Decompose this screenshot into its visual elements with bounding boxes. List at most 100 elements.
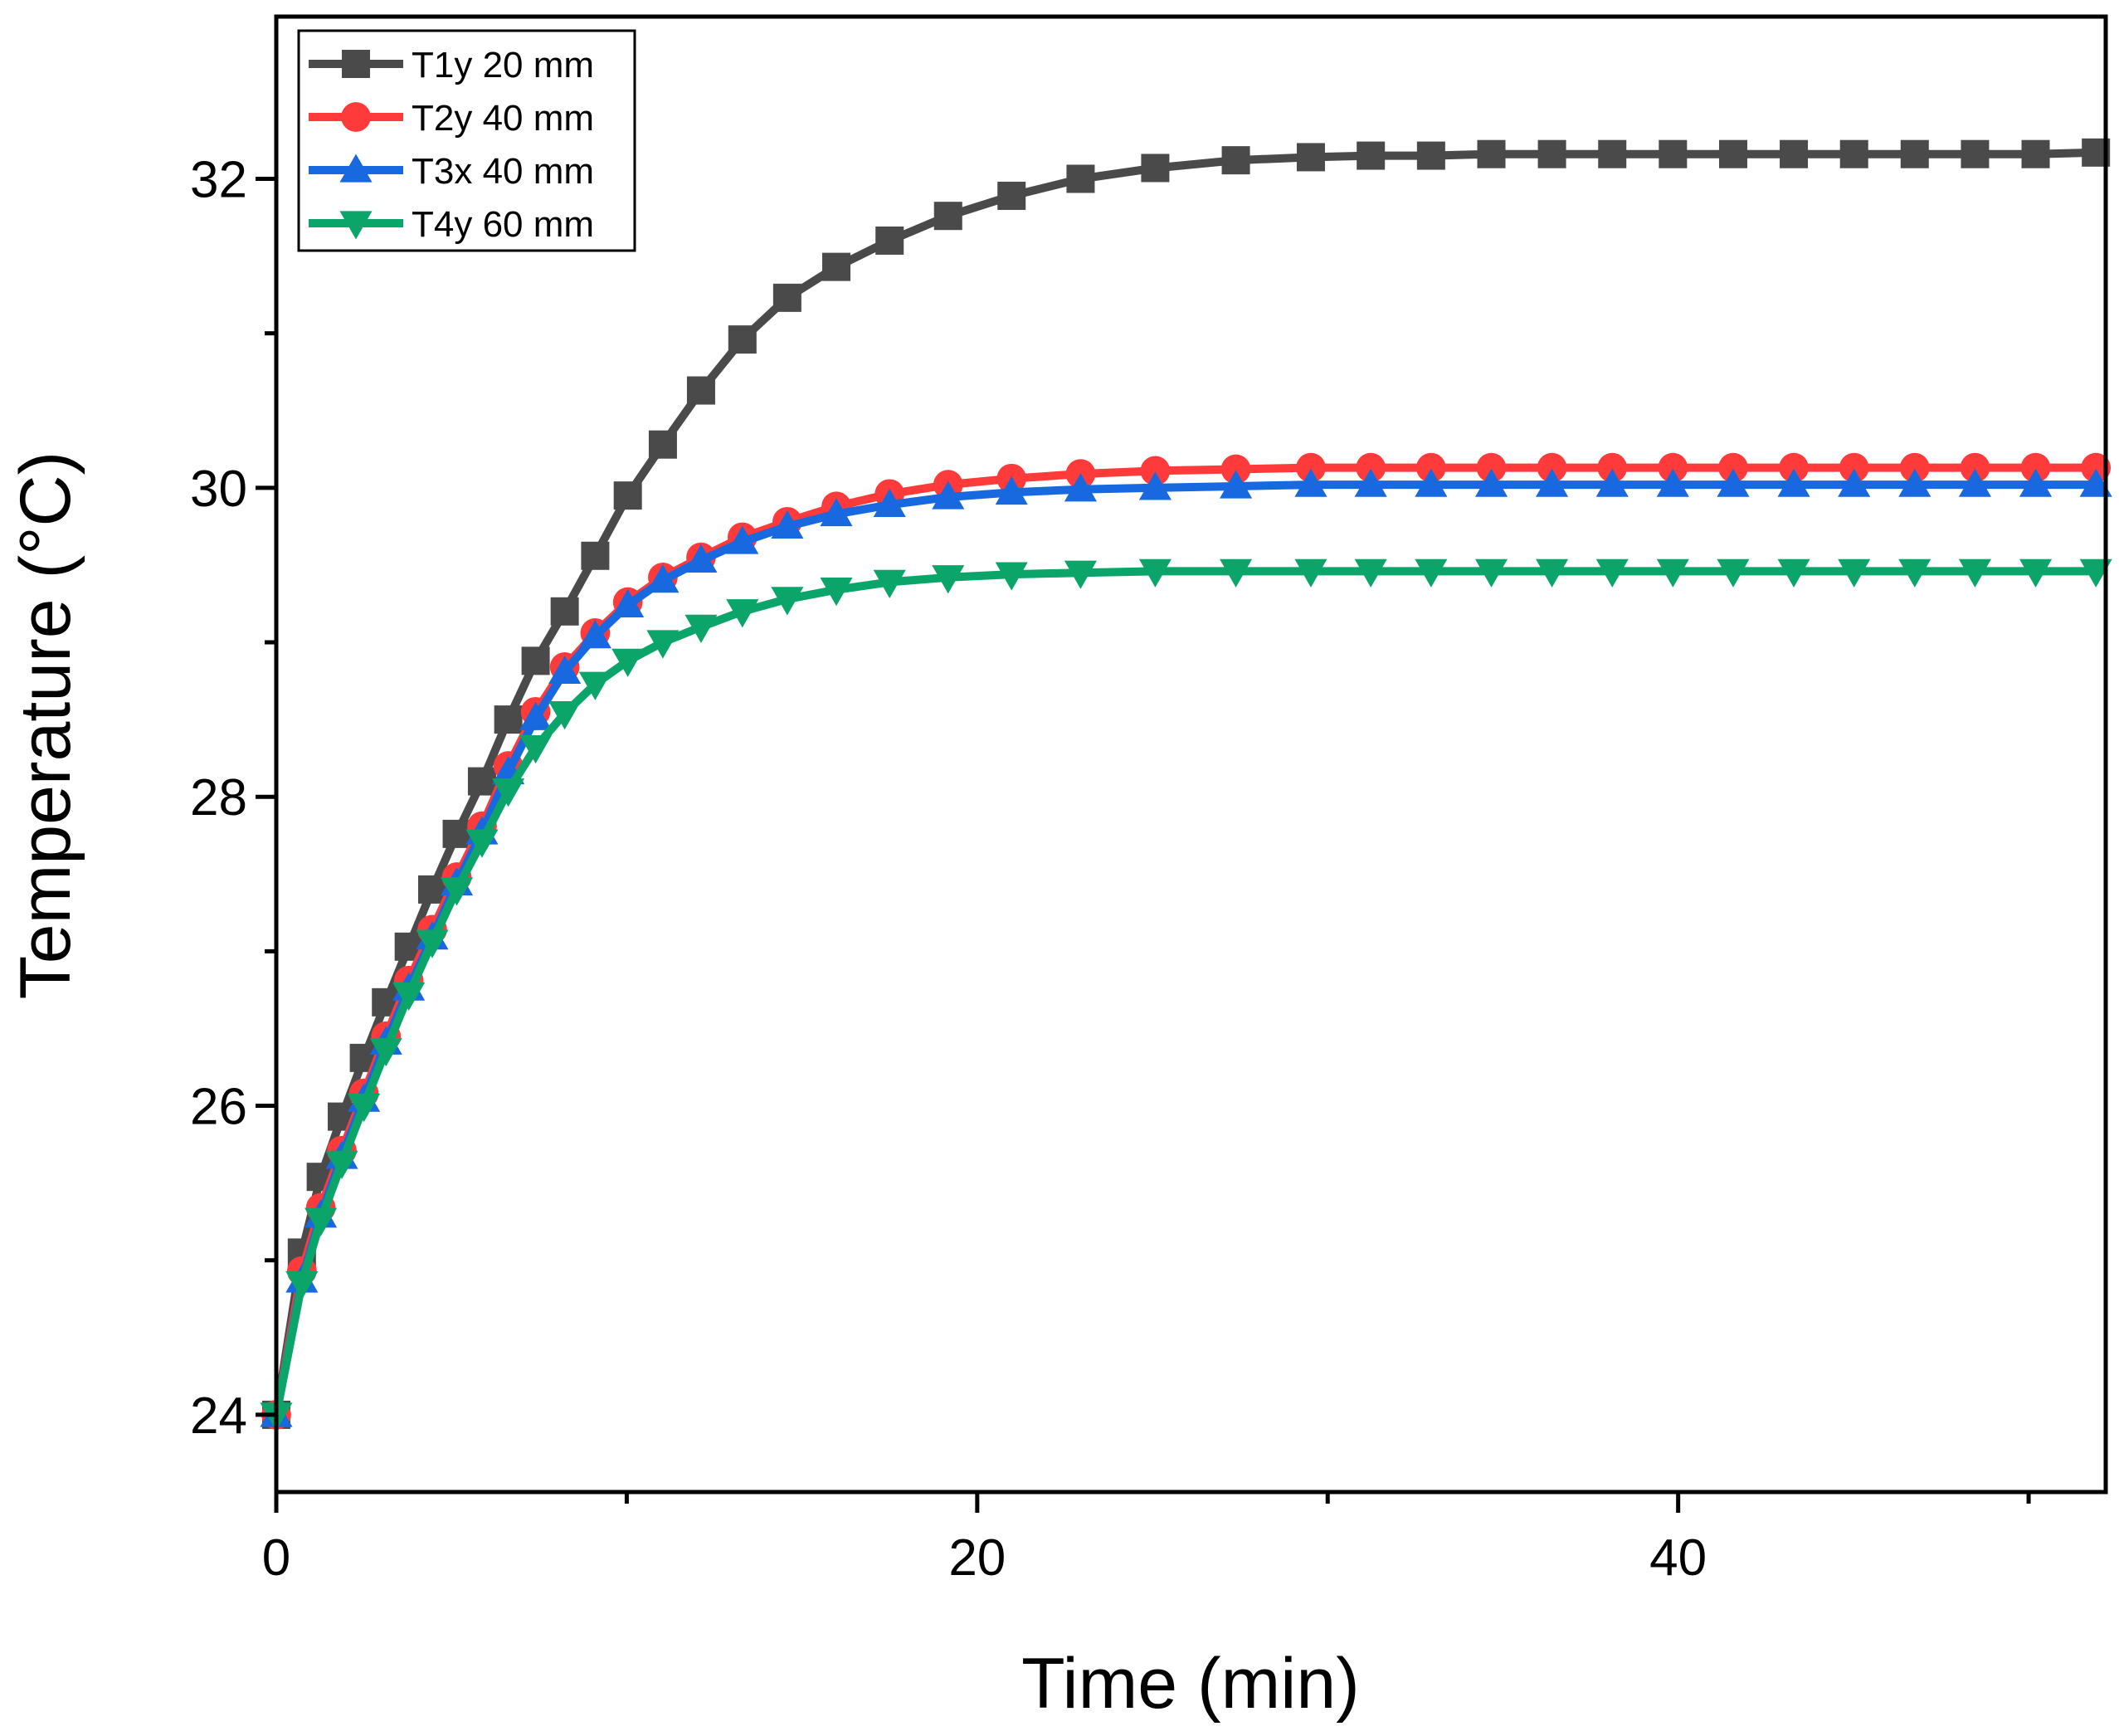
data-point xyxy=(494,705,523,734)
data-point xyxy=(1536,468,1569,497)
data-point xyxy=(1718,452,1748,483)
data-point xyxy=(1296,143,1325,172)
data-point xyxy=(1595,468,1629,497)
data-point xyxy=(932,480,965,510)
data-point xyxy=(2020,452,2051,483)
data-point xyxy=(1356,452,1386,483)
data-point xyxy=(726,525,759,554)
data-point xyxy=(1898,468,1931,497)
data-point xyxy=(2081,452,2112,483)
data-point xyxy=(1476,452,1507,483)
data-point xyxy=(548,701,582,730)
data-point xyxy=(521,646,550,675)
data-point xyxy=(1064,560,1097,589)
data-point xyxy=(1220,470,1253,499)
data-point xyxy=(1354,558,1387,588)
data-point xyxy=(1220,558,1253,588)
data-point xyxy=(1294,468,1327,497)
data-point xyxy=(304,1207,338,1236)
data-point xyxy=(1354,468,1387,497)
axes-layer: 24 26 28 30 32 0 20 40 xyxy=(190,151,2031,1587)
data-point xyxy=(684,614,718,643)
data-point xyxy=(1717,558,1750,588)
data-point xyxy=(2021,139,2050,168)
data-point xyxy=(646,563,680,593)
data-point xyxy=(369,1037,402,1067)
legend-label: T1y 20 mm xyxy=(412,45,594,85)
data-point xyxy=(995,562,1028,591)
data-point xyxy=(613,481,642,510)
series-line xyxy=(272,148,2097,1416)
legend-label: T4y 60 mm xyxy=(412,204,594,245)
data-point xyxy=(1064,473,1097,502)
data-point xyxy=(1537,452,1567,483)
data-point xyxy=(1477,139,1506,168)
x-tick-label: 20 xyxy=(948,1529,1006,1587)
data-point xyxy=(1138,471,1172,500)
data-point xyxy=(442,819,471,848)
data-point xyxy=(873,488,906,517)
data-point xyxy=(1474,468,1508,497)
legend-marker xyxy=(341,102,371,132)
data-point xyxy=(611,588,645,618)
data-point xyxy=(1066,164,1095,193)
plot-frame xyxy=(274,14,2108,1495)
data-point xyxy=(578,620,611,649)
data-point xyxy=(1839,139,1868,168)
legend: T1y 20 mm T2y 40 mm T3x 40 mm T4y 60 mm xyxy=(297,29,636,252)
legend-label: T2y 40 mm xyxy=(412,98,594,139)
data-point xyxy=(875,226,904,255)
data-point xyxy=(465,829,499,858)
data-point xyxy=(285,1270,319,1300)
series-line xyxy=(272,567,2097,1416)
data-point xyxy=(492,778,525,807)
data-point xyxy=(1900,139,1929,168)
x-tick-label: 0 xyxy=(262,1529,290,1587)
data-point xyxy=(440,877,474,906)
data-point xyxy=(728,325,757,354)
data-point xyxy=(1415,558,1448,588)
data-point xyxy=(648,430,677,459)
y-tick-label: 26 xyxy=(190,1079,247,1136)
data-point xyxy=(1656,558,1689,588)
data-point xyxy=(1296,452,1326,483)
data-point xyxy=(1416,141,1445,170)
data-point xyxy=(686,376,715,405)
data-point xyxy=(467,767,496,796)
data-point xyxy=(519,734,553,764)
data-point xyxy=(1138,558,1172,588)
data-point xyxy=(550,597,579,626)
data-point xyxy=(771,587,804,616)
data-point xyxy=(1838,468,1871,497)
data-point xyxy=(1595,558,1629,588)
data-point xyxy=(416,929,449,958)
data-point xyxy=(1958,558,1991,588)
data-point xyxy=(2019,468,2053,497)
series-4 xyxy=(260,558,2112,1431)
data-point xyxy=(646,630,680,659)
y-tick-label: 24 xyxy=(190,1387,247,1445)
data-point xyxy=(684,544,718,573)
data-point xyxy=(1659,139,1688,168)
data-point xyxy=(932,565,965,594)
data-point xyxy=(2019,558,2053,588)
y-tick-label: 30 xyxy=(190,461,247,518)
data-point xyxy=(1537,139,1566,168)
data-point xyxy=(1777,558,1810,588)
x-axis-title: Time (min) xyxy=(1021,1644,1360,1724)
data-point xyxy=(1658,452,1688,483)
data-point xyxy=(1899,452,1930,483)
data-point xyxy=(581,541,610,570)
data-point xyxy=(1717,468,1750,497)
data-point xyxy=(995,475,1028,505)
data-point xyxy=(1536,558,1569,588)
data-point xyxy=(1140,456,1171,486)
series-layer xyxy=(260,138,2112,1431)
data-point xyxy=(820,497,853,527)
data-point xyxy=(1474,558,1508,588)
data-point xyxy=(1141,154,1170,183)
y-tick-label: 28 xyxy=(190,769,247,827)
data-point xyxy=(1780,139,1809,168)
data-point xyxy=(873,569,906,598)
